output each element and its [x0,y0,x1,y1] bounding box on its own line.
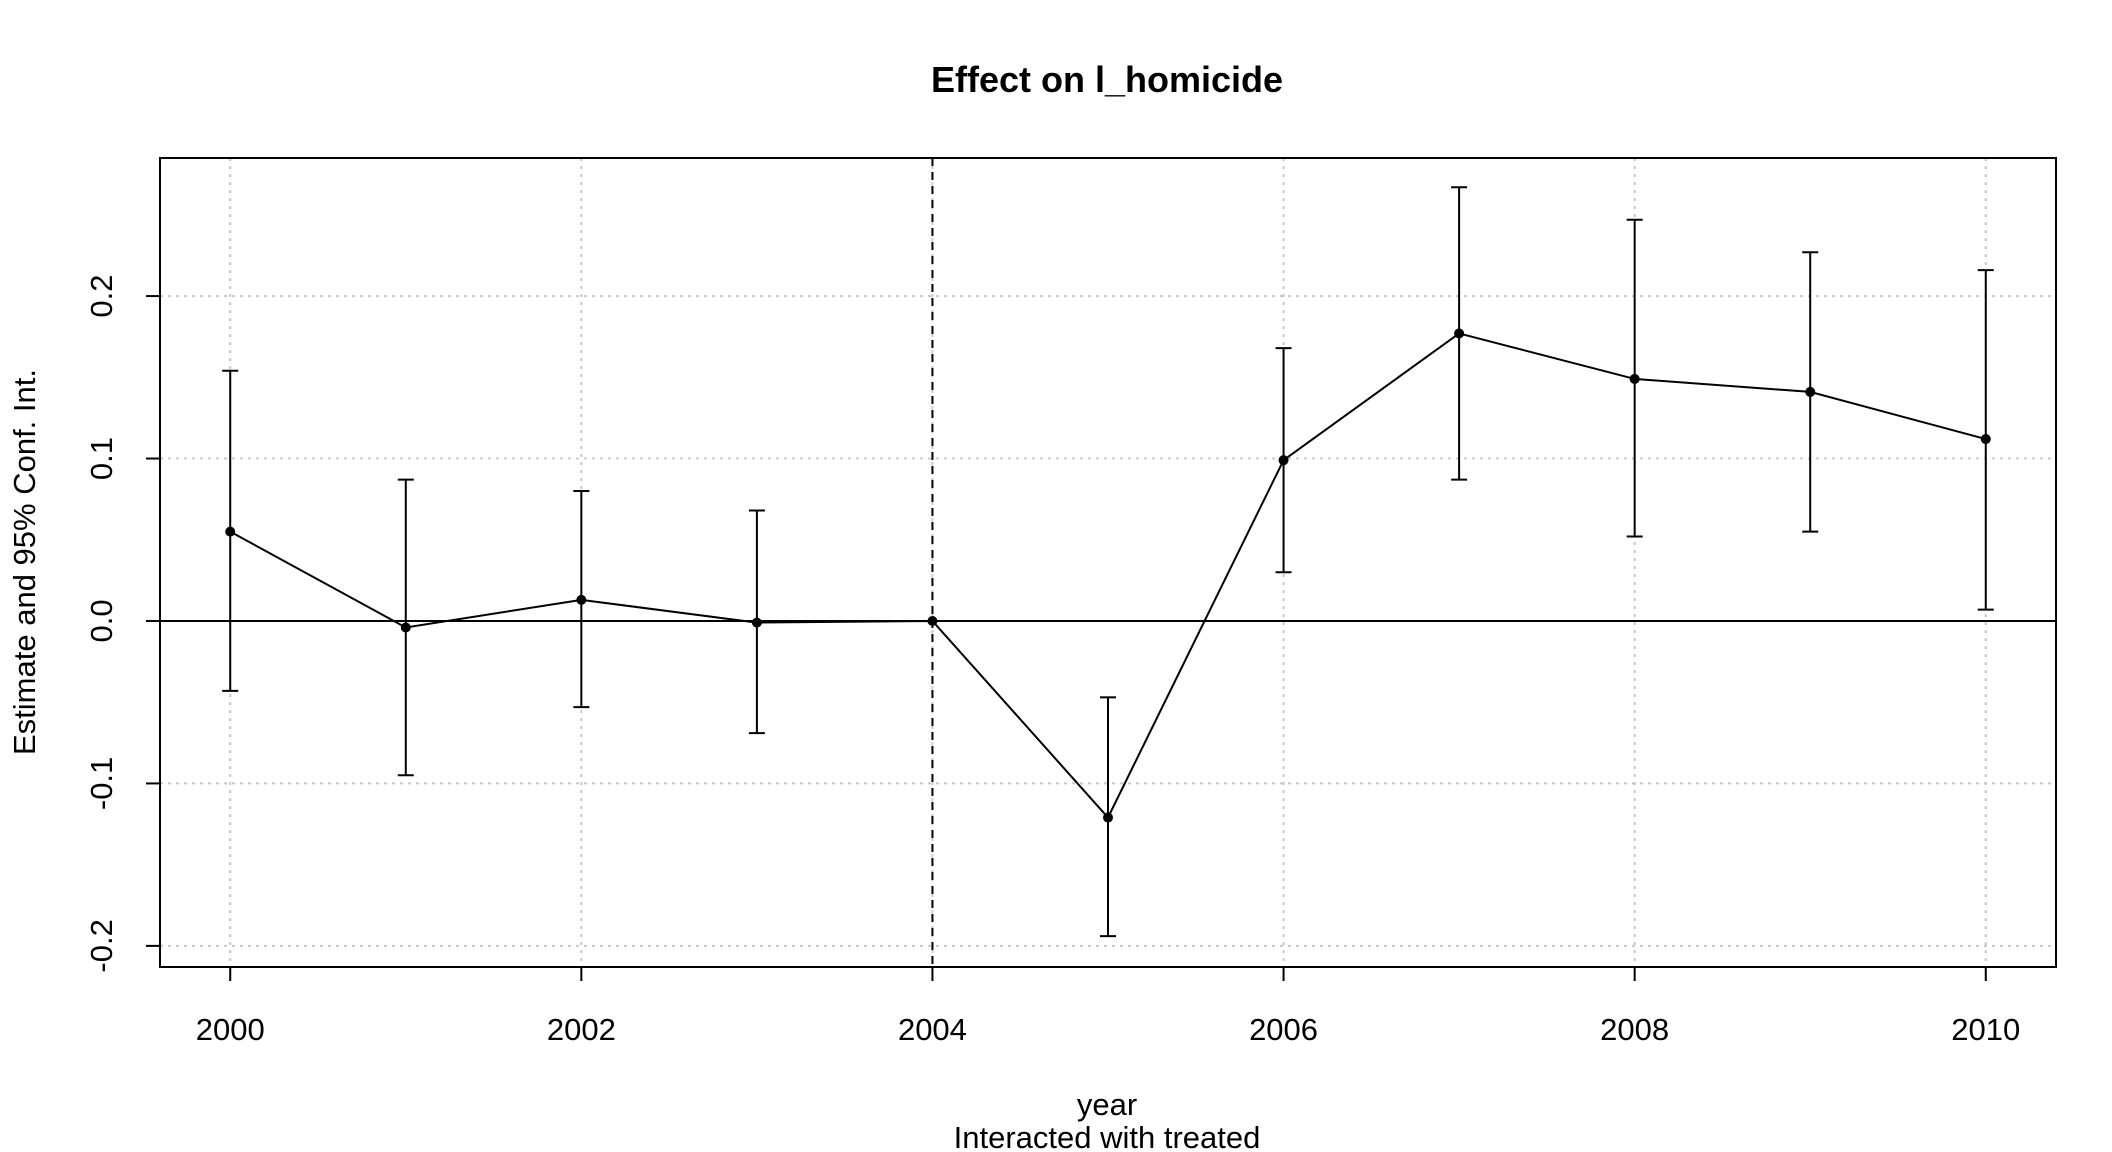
estimate-point [1103,812,1113,823]
y-axis: -0.2 -0.1 0.0 0.1 0.2 [84,275,160,973]
error-bars [222,186,1994,938]
x-tick-label: 2002 [547,1012,616,1047]
estimate-point [751,617,762,628]
estimate-point [927,615,938,626]
y-tick-label: -0.2 [84,919,119,972]
estimate-point [1278,455,1289,466]
y-tick-label: 0.0 [84,599,119,642]
x-axis-label: year [1077,1087,1137,1122]
estimate-points [225,328,1991,823]
estimate-point [400,622,411,633]
x-axis: 2000 2002 2004 2006 2008 2010 [196,967,2020,1047]
plot-frame [159,157,2057,968]
estimate-point [1980,434,1991,445]
chart-title: Effect on l_homicide [931,59,1283,100]
estimate-point [1454,328,1465,339]
x-tick-label: 2006 [1249,1012,1318,1047]
estimate-point [1805,386,1816,397]
x-tick-label: 2010 [1951,1012,2020,1047]
x-tick-label: 2000 [196,1012,265,1047]
y-tick-label: 0.1 [84,437,119,480]
estimate-point [1629,373,1640,384]
estimate-point [576,594,587,605]
y-tick-label: 0.2 [84,275,119,318]
y-axis-label: Estimate and 95% Conf. Int. [7,369,42,755]
x-tick-label: 2004 [898,1012,967,1047]
x-axis-sublabel: Interacted with treated [954,1120,1261,1152]
estimate-point [225,526,236,537]
y-tick-label: -0.1 [84,757,119,810]
x-tick-label: 2008 [1600,1012,1669,1047]
reference-lines [160,158,2056,967]
